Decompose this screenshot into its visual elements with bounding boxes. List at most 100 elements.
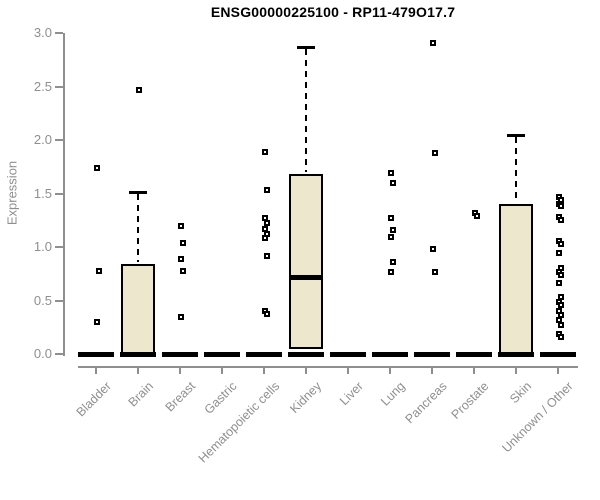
whisker-cap [129,191,147,195]
outlier-point [388,170,394,177]
zero-expression-bar [78,352,114,357]
y-tick [55,192,63,195]
x-tick [137,366,139,374]
outlier-point [556,316,562,323]
outlier-point [558,333,564,340]
outlier-point [390,179,396,186]
x-tick [305,366,307,374]
box [121,264,155,354]
zero-expression-bar [162,352,198,357]
x-tick [431,366,433,374]
outlier-point [180,267,186,274]
x-category-label: Brain [125,379,156,410]
outlier-point [556,250,562,257]
y-tick [55,353,63,355]
y-axis-line [63,33,65,356]
outlier-point [558,240,564,247]
outlier-point [556,280,562,287]
box [289,174,323,349]
outlier-point [390,226,396,233]
outlier-point [264,311,270,318]
zero-expression-bar [372,352,408,357]
outlier-point [558,203,564,210]
x-category-label: Prostate [449,379,492,422]
outlier-point [388,215,394,222]
zero-expression-bar [414,352,450,357]
x-tick [95,366,97,374]
outlier-point [388,234,394,241]
zero-expression-bar [498,352,534,357]
outlier-point [558,301,564,308]
outlier-point [262,215,268,222]
y-tick-label: 3.0 [33,25,52,40]
zero-expression-bar [120,352,156,357]
x-category-label: Hematopoietic cells [195,379,282,466]
chart-title: ENSG00000225100 - RP11-479O17.7 [210,4,456,20]
x-category-label: Kidney [286,379,324,416]
whisker-line [137,194,139,263]
zero-expression-bar [540,352,576,357]
y-tick [55,32,63,34]
outlier-point [178,222,184,229]
outlier-point [388,268,394,275]
outlier-point [264,220,270,227]
zero-expression-bar [204,352,240,357]
median-line [289,274,323,280]
outlier-point [474,212,480,219]
outlier-point [390,258,396,265]
x-category-label: Gastric [202,379,240,417]
y-tick-label: 2.0 [33,132,52,147]
x-tick [515,366,517,374]
outlier-point [262,225,268,232]
x-tick [221,366,223,374]
outlier-point [94,164,100,171]
y-tick-label: 2.5 [33,78,52,94]
x-tick [473,366,475,374]
x-tick [389,366,391,374]
outlier-point [430,39,436,46]
outlier-point [178,255,184,262]
whisker-line [515,136,517,203]
outlier-point [264,252,270,259]
x-category-label: Liver [336,379,366,409]
x-category-label: Bladder [73,379,114,420]
zero-expression-bar [330,352,366,357]
x-axis-line [78,366,578,368]
outlier-point [180,239,186,246]
zero-expression-bar [288,352,324,357]
outlier-point [558,271,564,278]
outlier-point [178,313,184,320]
x-category-label: Skin [506,379,534,407]
zero-expression-bar [246,352,282,357]
x-tick [347,366,349,374]
y-tick [55,139,63,141]
outlier-point [264,187,270,194]
x-tick [179,366,181,374]
outlier-point [136,86,142,93]
outlier-point [430,246,436,253]
y-tick [55,246,63,248]
x-category-label: Lung [378,379,408,409]
y-tick [55,299,63,302]
x-tick [557,366,559,374]
outlier-point [262,235,268,242]
y-tick-label: 0.0 [33,346,52,361]
whisker-cap [297,45,315,49]
outlier-point [94,318,100,325]
x-category-label: Pancreas [402,379,450,427]
y-tick-label: 0.5 [33,292,52,308]
zero-expression-bar [456,352,492,357]
y-tick-label: 1.0 [33,239,52,254]
y-tick [55,85,63,88]
box [499,204,533,354]
outlier-point [432,149,438,156]
x-tick [263,366,265,374]
outlier-point [558,322,564,329]
outlier-point [262,148,268,155]
whisker-line [305,48,307,173]
y-tick-label: 1.5 [33,185,52,201]
x-category-label: Breast [162,379,198,415]
whisker-cap [507,133,525,137]
outlier-point [432,268,438,275]
